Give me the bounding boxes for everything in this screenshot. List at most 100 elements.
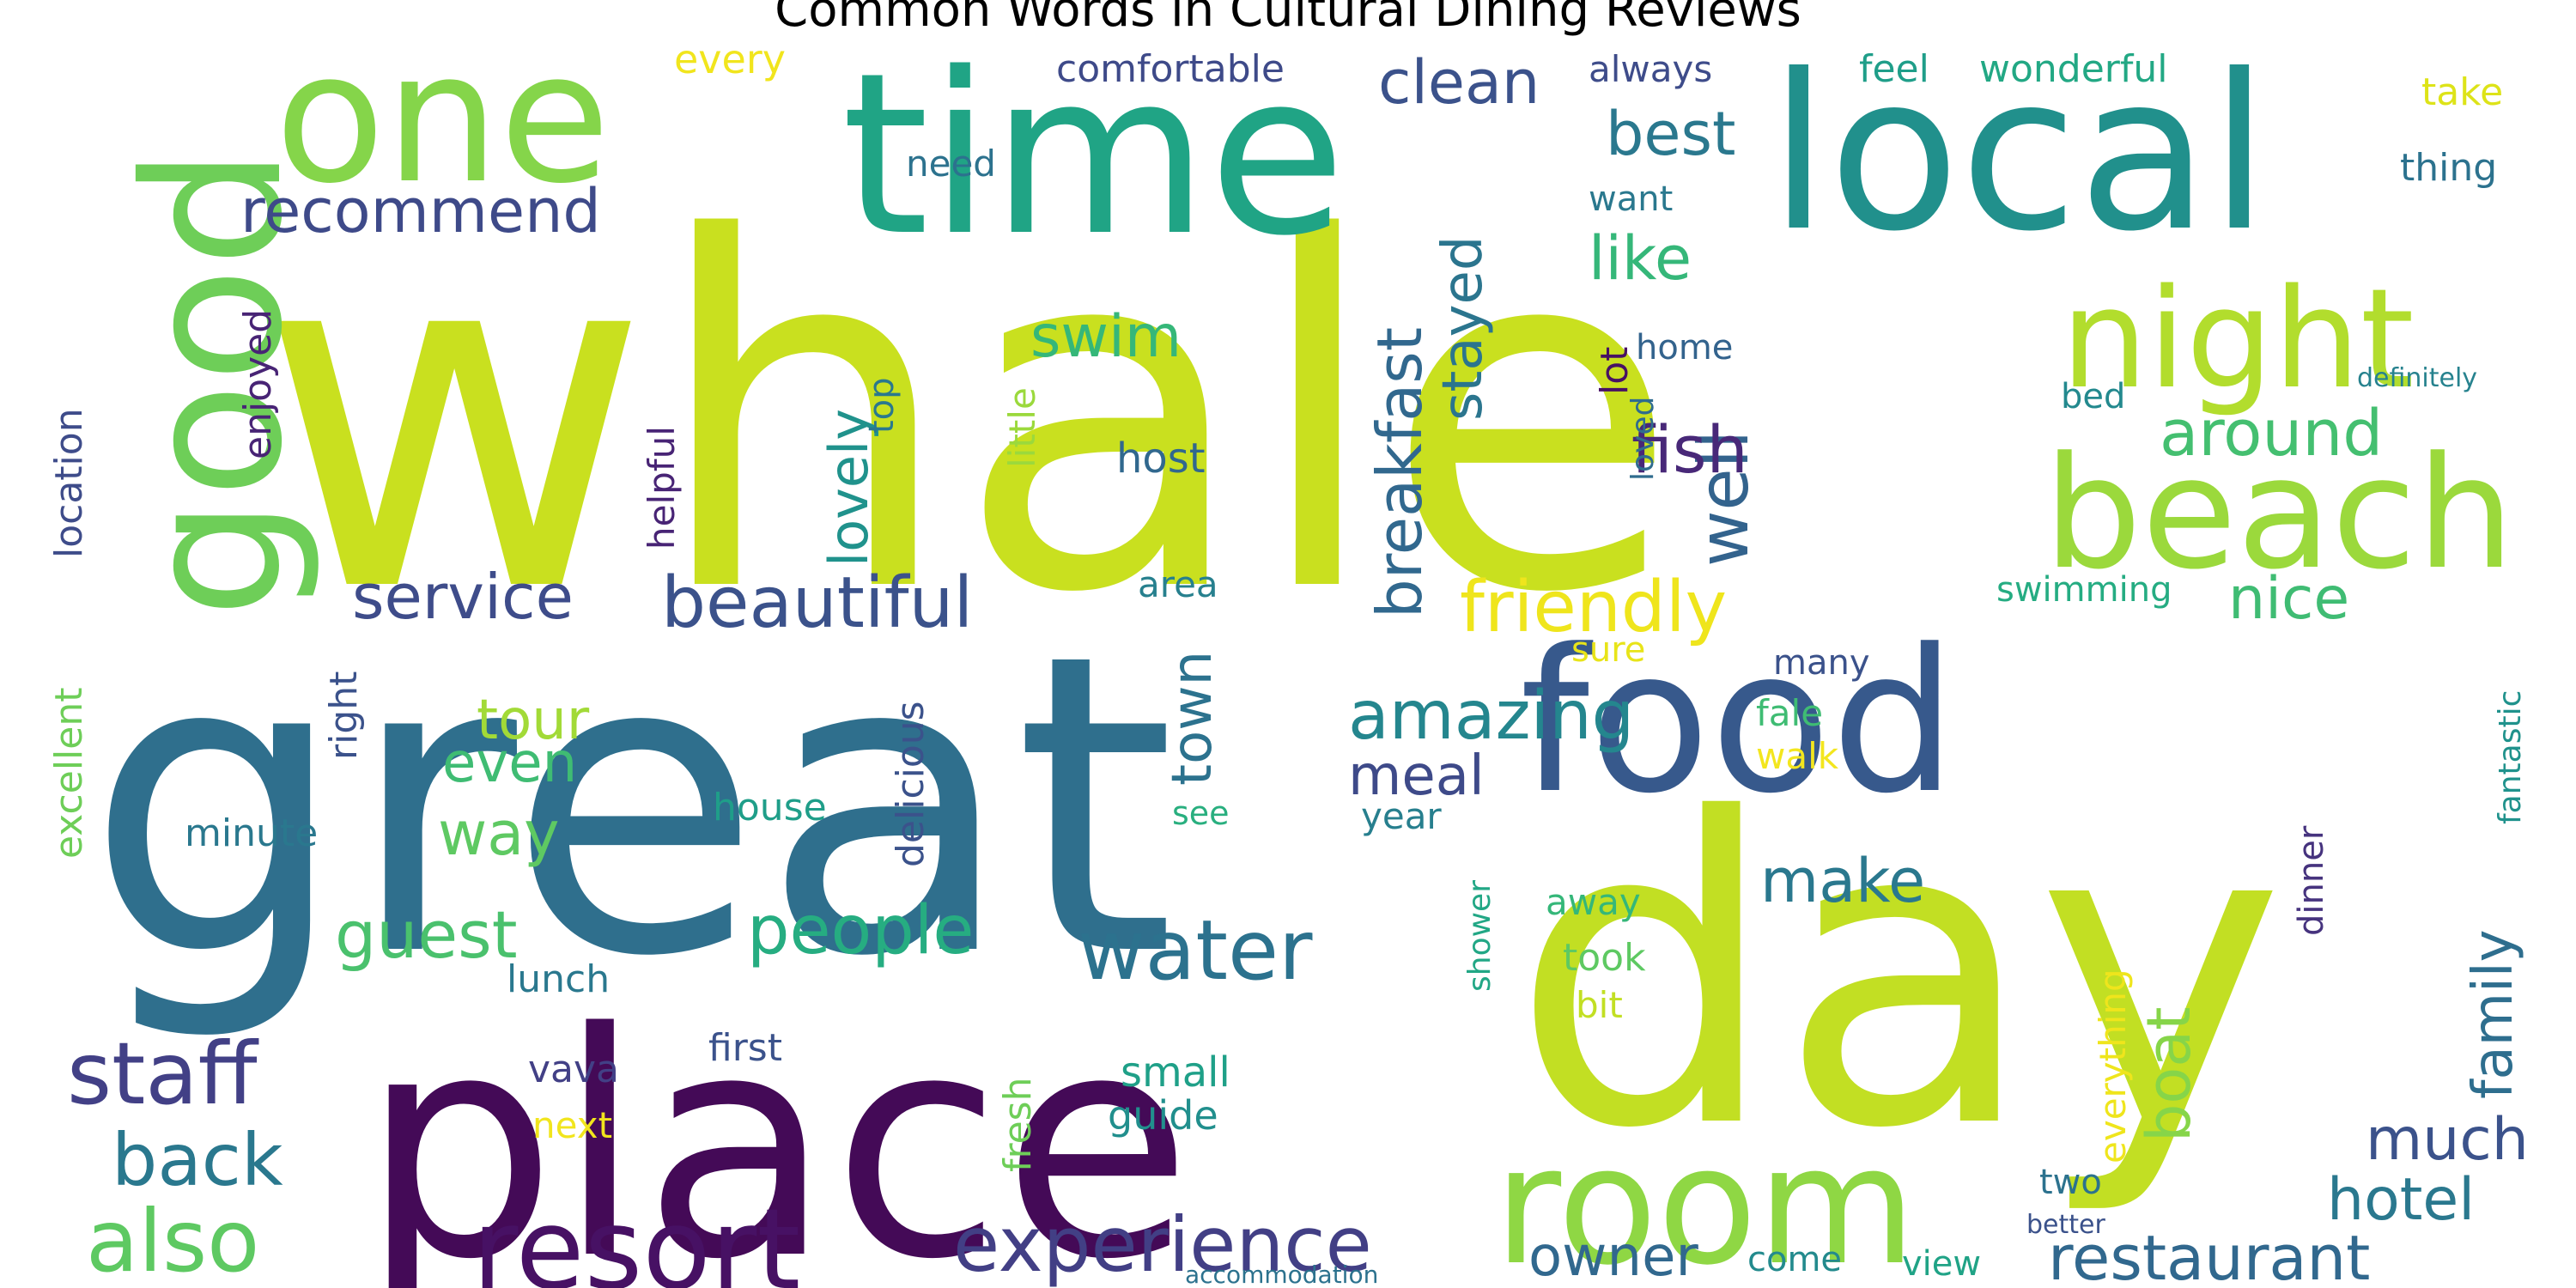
- word-little: little: [1001, 387, 1043, 468]
- word-friendly: friendly: [1460, 567, 1727, 648]
- word-thing: thing: [2400, 146, 2497, 190]
- word-day: day: [1511, 730, 2285, 1220]
- word-accommodation: accommodation: [1185, 1261, 1378, 1288]
- word-tour: tour: [477, 689, 590, 752]
- word-guest: guest: [335, 896, 518, 973]
- word-owner: owner: [1528, 1225, 1698, 1288]
- word-take: take: [2421, 70, 2503, 114]
- word-need: need: [906, 143, 996, 185]
- word-breakfast: breakfast: [1364, 327, 1436, 618]
- word-away: away: [1546, 881, 1641, 923]
- word-like: like: [1589, 223, 1692, 294]
- word-room: room: [1494, 1111, 1917, 1288]
- word-around: around: [2160, 397, 2383, 471]
- word-location: location: [47, 408, 91, 558]
- word-walk: walk: [1756, 735, 1839, 777]
- word-local: local: [1769, 28, 2269, 278]
- word-even: even: [442, 732, 577, 795]
- word-family: family: [2462, 929, 2525, 1099]
- word-place: place: [361, 967, 1193, 1288]
- word-home: home: [1636, 328, 1733, 368]
- word-many: many: [1773, 643, 1870, 683]
- word-delicious: delicious: [889, 701, 933, 867]
- word-area: area: [1138, 563, 1218, 605]
- word-good: good: [104, 148, 324, 619]
- word-great: great: [86, 567, 1176, 1047]
- word-people: people: [747, 892, 974, 969]
- word-make: make: [1760, 846, 1925, 916]
- word-fresh: fresh: [996, 1078, 1040, 1173]
- word-comfortable: comfortable: [1056, 47, 1285, 91]
- word-best: best: [1606, 99, 1735, 169]
- word-meal: meal: [1348, 744, 1485, 808]
- word-sure: sure: [1571, 630, 1645, 670]
- word-shower: shower: [1462, 880, 1498, 992]
- word-dinner: dinner: [2292, 825, 2331, 936]
- word-back: back: [112, 1118, 283, 1202]
- word-excellent: excellent: [47, 688, 91, 859]
- word-one: one: [275, 13, 611, 223]
- word-feel: feel: [1859, 47, 1929, 91]
- word-definitely: definitely: [2357, 363, 2477, 393]
- word-much: much: [2366, 1106, 2529, 1174]
- word-restaurant: restaurant: [2048, 1222, 2370, 1288]
- word-two: two: [2039, 1163, 2102, 1202]
- word-resort: resort: [472, 1184, 800, 1288]
- word-loved: loved: [1625, 397, 1661, 481]
- word-amazing: amazing: [1348, 677, 1634, 755]
- word-boat: boat: [2134, 1006, 2204, 1142]
- word-staff: staff: [67, 1024, 259, 1124]
- word-clean: clean: [1378, 47, 1540, 118]
- word-every: every: [674, 36, 786, 82]
- word-always: always: [1589, 48, 1712, 90]
- word-top: top: [862, 377, 902, 434]
- word-experience: experience: [953, 1200, 1372, 1288]
- word-nice: nice: [2228, 565, 2349, 633]
- word-time: time: [841, 26, 1346, 285]
- word-way: way: [438, 799, 560, 869]
- word-view: view: [1902, 1244, 1981, 1284]
- word-right: right: [322, 671, 366, 760]
- word-also: also: [86, 1191, 259, 1288]
- word-enjoyed: enjoyed: [236, 309, 280, 459]
- word-come: come: [1747, 1240, 1842, 1279]
- word-water: water: [1078, 902, 1313, 999]
- word-beach: beach: [2044, 424, 2514, 604]
- word-food: food: [1520, 608, 1956, 837]
- word-town: town: [1161, 651, 1224, 786]
- word-small: small: [1121, 1048, 1230, 1097]
- word-first: first: [708, 1026, 782, 1070]
- word-stayed: stayed: [1431, 235, 1495, 421]
- word-whale: whale: [258, 138, 1680, 698]
- word-minute: minute: [185, 811, 318, 855]
- word-fantastic: fantastic: [2493, 690, 2528, 824]
- word-year: year: [1361, 795, 1442, 837]
- word-host: host: [1116, 434, 1206, 483]
- word-house: house: [713, 786, 827, 829]
- word-fale: fale: [1756, 692, 1823, 734]
- word-better: better: [2026, 1210, 2105, 1240]
- word-lot: lot: [1593, 347, 1637, 395]
- word-everything: everything: [2092, 969, 2134, 1163]
- word-lovely: lovely: [817, 409, 880, 567]
- word-vava: vava: [528, 1048, 619, 1091]
- word-helpful: helpful: [641, 426, 683, 550]
- word-bit: bit: [1576, 984, 1623, 1026]
- word-night: night: [2061, 258, 2415, 419]
- word-want: want: [1589, 179, 1673, 219]
- word-wonderful: wonderful: [1979, 47, 2167, 91]
- word-swim: swim: [1030, 303, 1182, 371]
- word-took: took: [1563, 936, 1646, 980]
- word-guide: guide: [1108, 1092, 1218, 1139]
- word-beautiful: beautiful: [661, 562, 973, 644]
- word-see: see: [1172, 794, 1230, 832]
- word-swimming: swimming: [1996, 570, 2172, 610]
- word-bed: bed: [2061, 377, 2125, 416]
- word-fish: fish: [1631, 411, 1748, 488]
- word-next: next: [532, 1104, 612, 1146]
- chart-title: Common Words in Cultural Dining Reviews: [775, 0, 1801, 38]
- word-recommend: recommend: [240, 176, 601, 246]
- word-lunch: lunch: [507, 957, 610, 1001]
- word-hotel: hotel: [2327, 1166, 2475, 1234]
